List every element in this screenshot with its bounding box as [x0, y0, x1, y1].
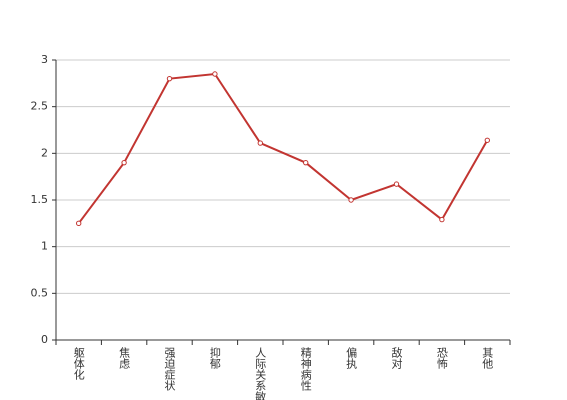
point: [76, 220, 82, 227]
point: [212, 71, 218, 77]
point: [303, 159, 309, 166]
y-tick-label: 0.5: [31, 286, 49, 299]
y-tick-label: 3: [41, 53, 48, 66]
point: [393, 181, 400, 187]
line: [77, 72, 489, 224]
point: [257, 140, 263, 146]
y-tick-label: 1.5: [31, 193, 49, 206]
y-tick-label: 0: [41, 333, 48, 346]
point: [484, 137, 490, 143]
x-tick-label: 偏执: [345, 346, 358, 370]
y-tick-label: 2.5: [31, 100, 49, 113]
y-tick-label: 1: [41, 240, 48, 253]
point: [348, 197, 354, 203]
x-tick-label: 敌对: [390, 346, 403, 369]
x-tick-label: 抑郁: [208, 346, 221, 369]
point: [439, 216, 445, 223]
x-tick-label: 强迫症状: [163, 347, 176, 391]
x-tick-label: 精神病性: [299, 347, 312, 392]
x-tick-label: 恐怖: [435, 347, 448, 369]
y-tick-label: 2: [41, 146, 48, 159]
x-tick-label: 焦虑: [118, 347, 131, 369]
x-tick-label: 其他: [481, 347, 494, 369]
point: [121, 159, 127, 166]
x-tick-label: 人际关系敏感: [254, 347, 267, 400]
point: [166, 75, 173, 82]
x-tick-label: 躯体化: [72, 347, 85, 381]
